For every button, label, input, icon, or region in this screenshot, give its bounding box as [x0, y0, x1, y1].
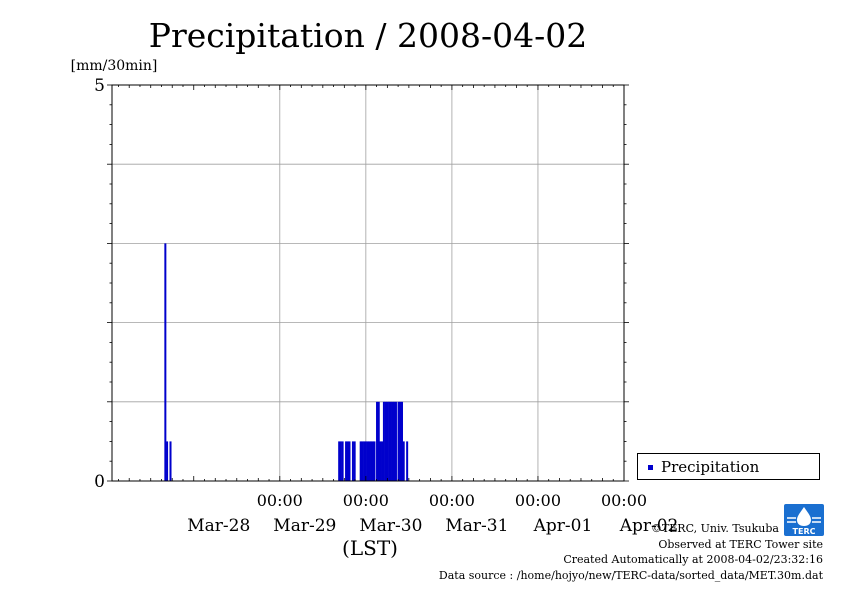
x-tick-time-label: 00:00: [601, 491, 647, 510]
x-axis-label: (LST): [342, 536, 398, 560]
precipitation-bar: [386, 401, 389, 481]
legend-swatch: [648, 465, 653, 470]
precipitation-bar: [166, 441, 169, 481]
precipitation-bar: [371, 441, 374, 481]
precipitation-bar: [399, 401, 402, 481]
precipitation-bar: [346, 441, 349, 481]
y-axis-label: [mm/30min]: [71, 58, 158, 74]
precipitation-bar: [169, 441, 172, 481]
precipitation-bar: [370, 441, 373, 481]
x-tick-date-label: Apr-02: [619, 516, 679, 536]
credit-created: Created Automatically at 2008-04-02/23:3…: [563, 553, 823, 566]
precipitation-bar: [388, 401, 391, 481]
precipitation-bar: [406, 441, 409, 481]
x-tick-time-label: 00:00: [429, 491, 475, 510]
credit-copyright: ©TERC, Univ. Tsukuba: [650, 522, 779, 535]
precipitation-bar: [402, 441, 405, 481]
precipitation-bar: [389, 401, 392, 481]
precipitation-bar: [400, 401, 403, 481]
grid-lines: [112, 85, 624, 481]
precipitation-bar: [394, 401, 397, 481]
precipitation-bar: [339, 441, 342, 481]
precipitation-bar: [373, 441, 376, 481]
chart-title: Precipitation / 2008-04-02: [149, 16, 587, 55]
precipitation-bar: [393, 401, 396, 481]
plot-frame: [111, 84, 625, 482]
precipitation-bar: [368, 441, 371, 481]
precipitation-bar: [361, 441, 364, 481]
x-tick-time-label: 00:00: [515, 491, 561, 510]
bar-series: [164, 243, 409, 481]
precipitation-bar: [382, 401, 385, 481]
x-tick-date-label: Mar-28: [187, 516, 250, 536]
x-tick-time-label: 00:00: [257, 491, 303, 510]
precipitation-bar: [379, 441, 382, 481]
precipitation-bar: [341, 441, 344, 481]
legend-label: Precipitation: [661, 458, 760, 476]
terc-logo: TERC: [784, 504, 824, 536]
precipitation-bar: [338, 441, 341, 481]
precipitation-bar: [366, 441, 369, 481]
precipitation-bar: [353, 441, 356, 481]
precipitation-bar: [384, 401, 387, 481]
axis-ticks: 0 5 00:00 00:00 00:00 00:00 00:00 Mar-28 Mar-29 M…: [94, 76, 678, 536]
precipitation-bar: [376, 401, 379, 481]
precipitation-bar: [363, 441, 366, 481]
precipitation-bar: [351, 441, 354, 481]
precipitation-bar: [397, 401, 400, 481]
credit-source: Data source : /home/hojyo/new/TERC-data/…: [438, 568, 823, 582]
x-tick-date-label: Mar-30: [359, 516, 422, 536]
credits-block: ©TERC, Univ. Tsukuba Observed at TERC To…: [439, 521, 823, 583]
precipitation-bar: [345, 441, 348, 481]
x-tick-date-label: Apr-01: [533, 516, 593, 536]
y-tick-label: 0: [94, 472, 105, 492]
precipitation-bar: [164, 243, 167, 481]
x-tick-date-label: Mar-31: [445, 516, 508, 536]
precipitation-bar: [391, 401, 394, 481]
x-tick-date-label: Mar-29: [273, 516, 336, 536]
x-tick-time-label: 00:00: [343, 491, 389, 510]
precipitation-bar: [381, 441, 384, 481]
legend: Precipitation: [637, 453, 820, 480]
credit-observed: Observed at TERC Tower site: [658, 537, 823, 551]
precipitation-bar: [377, 401, 380, 481]
precipitation-bar: [359, 441, 362, 481]
y-tick-label: 5: [94, 76, 105, 96]
logo-text: TERC: [793, 527, 816, 536]
precipitation-bar: [364, 441, 367, 481]
precipitation-bar: [348, 441, 351, 481]
